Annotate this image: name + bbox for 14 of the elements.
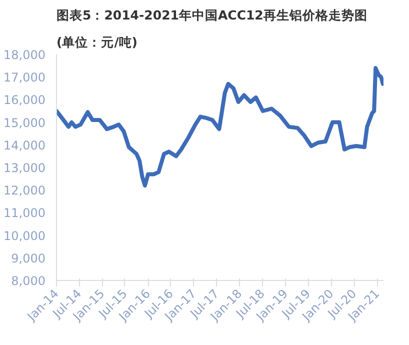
y-tick-label: 18,000 <box>4 48 46 62</box>
y-tick-label: 10,000 <box>4 228 46 243</box>
y-tick-label: 16,000 <box>4 93 46 108</box>
line-series <box>56 66 384 188</box>
y-tick-label: 9,000 <box>11 251 46 266</box>
y-tick-label: 8,000 <box>11 274 46 288</box>
chart-subtitle: (单位：元/吨) <box>56 34 138 50</box>
y-tick-label: 14,000 <box>4 138 46 152</box>
y-tick-label: 12,000 <box>4 184 46 198</box>
y-tick-label: 13,000 <box>4 161 46 175</box>
y-tick-label: 11,000 <box>4 206 46 220</box>
y-tick-label: 15,000 <box>4 116 46 130</box>
chart-title: 图表5：2014-2021年中国ACC12再生铝价格走势图 <box>56 8 368 22</box>
y-tick-label: 17,000 <box>4 70 46 85</box>
